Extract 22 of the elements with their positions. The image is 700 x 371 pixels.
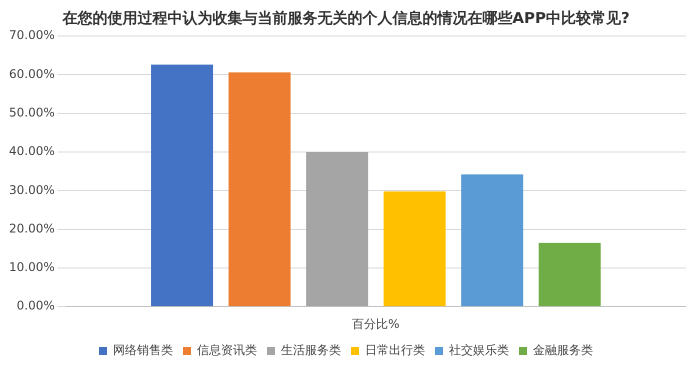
y-tick-label: 10.00% bbox=[8, 260, 55, 274]
bar bbox=[538, 242, 601, 306]
y-tick-label: 30.00% bbox=[8, 182, 55, 197]
x-tick-label: 百分比% bbox=[352, 316, 400, 331]
bar bbox=[306, 152, 368, 306]
bar bbox=[384, 191, 446, 306]
y-tick-label: 60.00% bbox=[8, 66, 55, 81]
y-tick-label: 50.00% bbox=[8, 105, 55, 120]
bar bbox=[228, 72, 291, 306]
y-tick-label: 70.00% bbox=[8, 28, 55, 42]
y-tick-label: 0.00% bbox=[16, 298, 55, 313]
bar bbox=[151, 64, 214, 306]
legend-label: 金融服务类 bbox=[533, 343, 593, 358]
bar bbox=[461, 174, 524, 306]
chart-title: 在您的使用过程中认为收集与当前服务无关的个人信息的情况在哪些APP中比较常见? bbox=[61, 8, 630, 27]
y-tick-label: 20.00% bbox=[8, 221, 55, 236]
legend-label: 社交娱乐类 bbox=[449, 343, 509, 358]
legend-label: 网络销售类 bbox=[113, 343, 173, 358]
y-tick-label: 40.00% bbox=[8, 144, 55, 158]
legend-label: 生活服务类 bbox=[281, 343, 341, 358]
legend-label: 日常出行类 bbox=[365, 343, 425, 358]
legend-label: 信息资讯类 bbox=[197, 343, 257, 358]
